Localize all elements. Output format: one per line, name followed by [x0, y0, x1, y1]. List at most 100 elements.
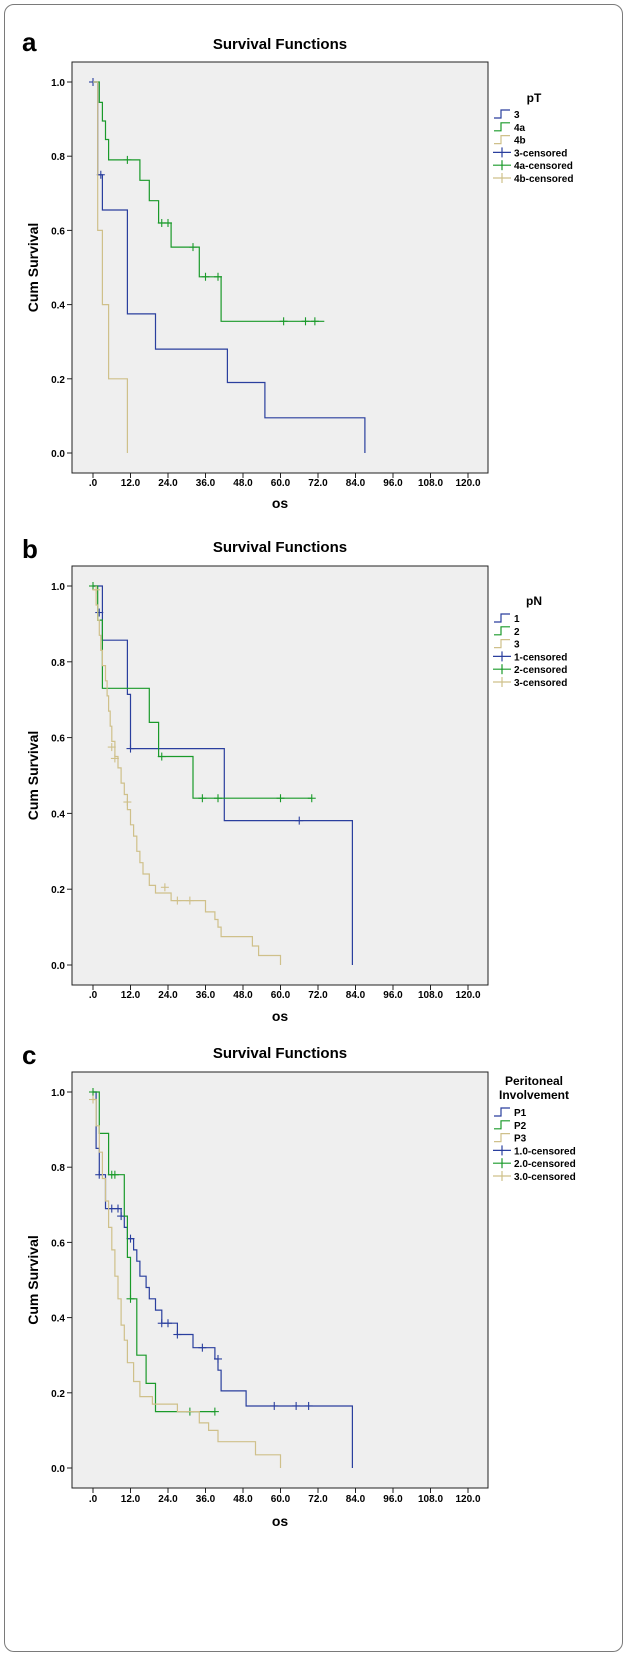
- censor-mark-2: [198, 794, 207, 803]
- x-tick-label: 120.0: [455, 990, 480, 1001]
- legend-label: 3: [514, 110, 520, 121]
- panel-label: a: [22, 27, 37, 57]
- x-tick-label: 36.0: [196, 1494, 216, 1505]
- panel-label: b: [22, 534, 38, 564]
- censor-mark-4a: [164, 218, 172, 227]
- panel-label: c: [22, 1040, 36, 1070]
- censor-mark-P1: [173, 1330, 182, 1339]
- x-tick-label: .0: [89, 478, 98, 489]
- legend-item: P1: [494, 1107, 527, 1119]
- y-tick-label: 0.0: [51, 449, 65, 460]
- y-tick-label: 1.0: [51, 78, 65, 89]
- x-tick-label: 12.0: [121, 478, 141, 489]
- censor-mark-P2: [110, 1170, 119, 1179]
- legend-item: 1: [494, 613, 520, 625]
- x-tick-label: 60.0: [271, 478, 291, 489]
- y-tick-label: 0.2: [51, 375, 65, 386]
- censor-mark-2: [157, 752, 166, 761]
- censor-mark-P2: [126, 1294, 135, 1303]
- legend-label: 1.0-censored: [514, 1146, 576, 1157]
- y-tick-label: 0.0: [51, 1464, 65, 1475]
- x-tick-label: 36.0: [196, 478, 216, 489]
- y-tick-label: 0.2: [51, 1389, 65, 1400]
- legend-label: 3: [514, 640, 520, 651]
- legend: pT 3 4a 4b3-censored 4a-censored 4b-censored: [493, 91, 573, 185]
- y-tick-label: 1.0: [51, 582, 65, 593]
- y-tick-label: 0.6: [51, 1238, 65, 1249]
- x-axis-label: os: [272, 495, 289, 511]
- legend-label: 4a: [514, 123, 526, 134]
- y-tick-label: 0.4: [51, 301, 65, 312]
- x-tick-label: 24.0: [158, 1494, 178, 1505]
- x-tick-label: 60.0: [271, 990, 291, 1001]
- x-axis-label: os: [272, 1008, 289, 1024]
- censor-mark-4a: [301, 317, 310, 326]
- legend-label: 4b-censored: [514, 174, 573, 185]
- legend-item: 4b-censored: [493, 173, 573, 185]
- legend-item: 3: [494, 109, 520, 121]
- x-tick-label: 120.0: [455, 478, 480, 489]
- censor-mark-2: [214, 794, 222, 803]
- legend-label: P3: [514, 1134, 527, 1145]
- censor-mark-4a: [123, 155, 132, 164]
- censor-mark-P1: [270, 1401, 279, 1410]
- legend-title: pT: [527, 91, 542, 105]
- x-tick-label: 108.0: [418, 478, 443, 489]
- y-tick-label: 0.8: [51, 152, 65, 163]
- censor-mark-3: [123, 798, 132, 807]
- censor-mark-3: [173, 896, 182, 905]
- legend-item: 2: [494, 626, 520, 638]
- x-tick-label: 48.0: [233, 990, 253, 1001]
- legend-item: 3-censored: [493, 147, 567, 159]
- legend-label: 1-censored: [514, 652, 567, 663]
- x-tick-label: .0: [89, 1494, 98, 1505]
- legend-item: 1.0-censored: [493, 1145, 576, 1157]
- censor-mark-4a: [201, 272, 210, 281]
- censor-mark-3: [160, 883, 169, 892]
- x-tick-label: 12.0: [121, 990, 141, 1001]
- x-tick-label: 108.0: [418, 1494, 443, 1505]
- x-tick-label: 48.0: [233, 1494, 253, 1505]
- legend-title: pN: [526, 594, 542, 608]
- x-tick-label: 72.0: [308, 990, 328, 1001]
- censor-mark-P2: [89, 1088, 97, 1096]
- censor-mark-P3: [89, 1095, 97, 1104]
- legend-item: 3.0-censored: [493, 1171, 576, 1183]
- censor-mark-2: [307, 794, 316, 803]
- x-tick-label: 120.0: [455, 1494, 480, 1505]
- plot-area: [71, 565, 489, 986]
- x-tick-label: 48.0: [233, 478, 253, 489]
- legend-item: P2: [494, 1120, 527, 1132]
- y-tick-label: 1.0: [51, 1088, 65, 1099]
- series-line-4b: [93, 81, 129, 453]
- x-axis-label: os: [272, 1513, 289, 1529]
- legend-label: 4b: [514, 136, 526, 147]
- x-tick-label: 84.0: [346, 990, 366, 1001]
- legend-item: 2.0-censored: [493, 1158, 576, 1170]
- censor-mark-4a: [279, 317, 288, 326]
- x-tick-label: 60.0: [271, 1494, 291, 1505]
- y-tick-label: 0.4: [51, 809, 65, 820]
- series-line-3: [93, 589, 282, 965]
- censor-mark-3: [110, 754, 119, 763]
- legend-label: 3-censored: [514, 148, 567, 159]
- x-tick-label: 84.0: [346, 478, 366, 489]
- x-tick-label: 36.0: [196, 990, 216, 1001]
- legend-item: 4a: [494, 122, 526, 134]
- x-tick-label: 72.0: [308, 478, 328, 489]
- y-tick-label: 0.6: [51, 226, 65, 237]
- legend-title: Involvement: [499, 1088, 569, 1102]
- legend-title: Peritoneal: [505, 1074, 563, 1088]
- censor-mark-3: [185, 896, 194, 905]
- y-tick-label: 0.8: [51, 658, 65, 669]
- legend-item: 2-censored: [493, 664, 567, 676]
- legend-label: 2-censored: [514, 665, 567, 676]
- legend-item: 4a-censored: [493, 160, 573, 172]
- legend-label: 3-censored: [514, 678, 567, 689]
- chart-panel-c: c Survival Functions 0.0 0.2 0.4 0.6 0.8 1.0 .0 1…: [22, 1040, 576, 1529]
- plot-area: [71, 61, 489, 474]
- x-tick-label: 96.0: [383, 478, 403, 489]
- censor-mark-4a: [189, 243, 197, 252]
